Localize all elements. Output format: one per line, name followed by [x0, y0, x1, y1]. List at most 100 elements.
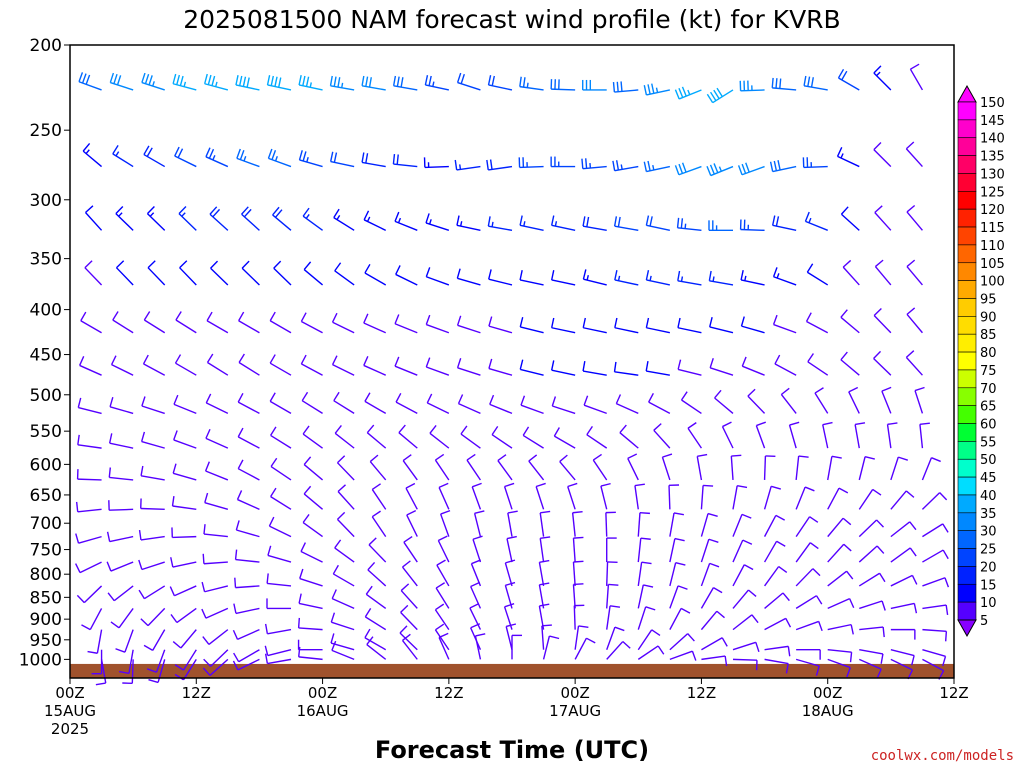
barb-staff	[742, 365, 765, 376]
barb-staff	[141, 561, 165, 571]
barb-full	[138, 529, 142, 541]
wind-barb	[606, 605, 621, 630]
barb-staff	[732, 641, 757, 651]
wind-barb	[363, 313, 386, 334]
barb-full	[303, 261, 312, 270]
colorbar-bottom-arrow	[957, 619, 977, 638]
barb-full	[651, 83, 655, 94]
wind-barb	[361, 75, 386, 91]
barb-full	[487, 75, 492, 86]
barb-full	[864, 455, 875, 460]
barb-staff	[205, 607, 229, 619]
barb-staff	[773, 323, 797, 334]
barb-staff	[237, 658, 260, 671]
barb-staff	[574, 637, 588, 660]
plot-frame	[69, 44, 955, 679]
wind-barb	[706, 163, 734, 177]
barb-full	[81, 73, 87, 84]
wind-barb	[763, 514, 785, 537]
wind-barb	[890, 574, 918, 587]
wind-barb	[434, 603, 450, 631]
wind-barb	[298, 593, 323, 610]
barb-half	[115, 151, 120, 157]
barb-full	[488, 316, 493, 327]
barb-staff	[805, 220, 828, 231]
barb-staff	[488, 165, 513, 171]
wind-barb	[858, 519, 884, 538]
barb-full	[172, 641, 182, 649]
barb-full	[110, 355, 117, 365]
barb-full	[687, 633, 695, 642]
wind-barb	[890, 490, 915, 510]
wind-barb	[273, 260, 292, 286]
barb-staff	[890, 547, 911, 563]
barb-full	[298, 150, 303, 161]
wind-barb	[739, 80, 765, 92]
barb-staff	[83, 585, 103, 604]
barb-full	[680, 218, 684, 229]
wind-barb	[170, 557, 197, 568]
wind-barb	[366, 424, 387, 449]
x-tick-label: 12Z	[434, 684, 463, 702]
barb-staff	[827, 456, 833, 481]
barb-full	[505, 581, 516, 587]
barb-staff	[469, 607, 482, 630]
barb-full	[645, 361, 649, 372]
barb-staff	[669, 512, 675, 537]
barb-full	[394, 356, 400, 367]
barb-staff	[542, 635, 551, 660]
barb-full	[716, 610, 725, 619]
wind-barb	[369, 454, 387, 481]
barb-full	[737, 165, 743, 176]
colorbar-swatch	[957, 548, 977, 567]
barb-full	[238, 353, 245, 363]
barb-full	[649, 216, 653, 227]
barb-staff	[572, 538, 576, 563]
barb-full	[106, 531, 111, 542]
wind-barb	[708, 220, 733, 232]
wind-barb	[234, 549, 260, 563]
barb-full	[911, 655, 915, 666]
wind-barb	[119, 649, 134, 675]
barb-full	[600, 482, 611, 487]
barb-full	[305, 76, 310, 87]
wind-barb	[645, 215, 671, 232]
colorbar-swatch	[957, 530, 977, 549]
wind-barb	[298, 75, 323, 91]
barb-full	[677, 585, 688, 590]
barb-staff	[180, 629, 197, 649]
barb-full	[425, 357, 431, 368]
barb-full	[874, 259, 884, 268]
y-tick-label: 1000	[19, 650, 62, 670]
wind-barb	[270, 457, 292, 481]
wind-barb	[392, 75, 418, 91]
barb-staff	[600, 485, 608, 510]
barb-full	[582, 317, 587, 328]
barb-staff	[539, 538, 545, 563]
wind-barb	[472, 535, 483, 563]
barb-full	[146, 147, 153, 157]
barb-staff	[124, 629, 134, 653]
barb-staff	[172, 505, 197, 511]
barb-half	[712, 276, 715, 282]
barb-full	[109, 396, 114, 407]
barb-full	[640, 537, 651, 540]
barb-full	[507, 510, 518, 514]
colorbar-label: 135	[980, 150, 1005, 165]
barb-full	[332, 564, 339, 575]
barb-staff	[764, 658, 789, 665]
barb-staff	[696, 456, 703, 481]
wind-barb	[795, 486, 815, 510]
barb-full	[454, 159, 458, 171]
wind-barb	[550, 360, 576, 376]
wind-barb	[859, 649, 884, 664]
barb-full	[438, 482, 449, 489]
barb-staff	[922, 649, 946, 657]
barb-staff	[605, 512, 608, 537]
wind-barb	[474, 633, 486, 660]
barb-staff	[700, 610, 718, 631]
wind-barb	[755, 421, 766, 449]
barb-staff	[110, 561, 134, 572]
barb-staff	[669, 538, 676, 563]
wind-barb	[873, 308, 892, 334]
